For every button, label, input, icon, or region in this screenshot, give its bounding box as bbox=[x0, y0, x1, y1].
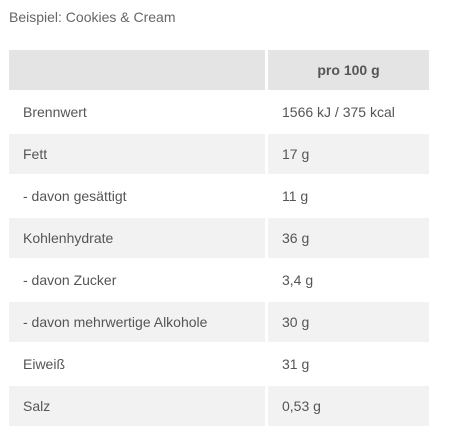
table-row: Salz 0,53 g bbox=[9, 386, 429, 428]
nutrient-name: Kohlenhydrate bbox=[9, 218, 268, 260]
nutrient-value: 3,4 g bbox=[268, 260, 429, 302]
table-row: Kohlenhydrate 36 g bbox=[9, 218, 429, 260]
header-value-cell: pro 100 g bbox=[268, 50, 429, 92]
nutrient-value: 11 g bbox=[268, 176, 429, 218]
nutrient-value: 1566 kJ / 375 kcal bbox=[268, 92, 429, 134]
nutrient-name: - davon Zucker bbox=[9, 260, 268, 302]
nutrient-value: 36 g bbox=[268, 218, 429, 260]
table-row: - davon mehrwertige Alkohole 30 g bbox=[9, 302, 429, 344]
nutrient-name: - davon mehrwertige Alkohole bbox=[9, 302, 268, 344]
nutrient-value: 31 g bbox=[268, 344, 429, 386]
nutrition-table: pro 100 g Brennwert 1566 kJ / 375 kcal F… bbox=[9, 50, 429, 428]
nutrient-name: Salz bbox=[9, 386, 268, 428]
nutrient-name: - davon gesättigt bbox=[9, 176, 268, 218]
table-row: - davon Zucker 3,4 g bbox=[9, 260, 429, 302]
nutrient-name: Brennwert bbox=[9, 92, 268, 134]
header-label-cell bbox=[9, 50, 268, 92]
nutrient-value: 17 g bbox=[268, 134, 429, 176]
table-caption: Beispiel: Cookies & Cream bbox=[9, 9, 176, 25]
table-header-row: pro 100 g bbox=[9, 50, 429, 92]
nutrient-value: 0,53 g bbox=[268, 386, 429, 428]
nutrient-name: Eiweiß bbox=[9, 344, 268, 386]
table-row: Eiweiß 31 g bbox=[9, 344, 429, 386]
nutrient-value: 30 g bbox=[268, 302, 429, 344]
table-row: Brennwert 1566 kJ / 375 kcal bbox=[9, 92, 429, 134]
nutrient-name: Fett bbox=[9, 134, 268, 176]
table-row: - davon gesättigt 11 g bbox=[9, 176, 429, 218]
table-row: Fett 17 g bbox=[9, 134, 429, 176]
